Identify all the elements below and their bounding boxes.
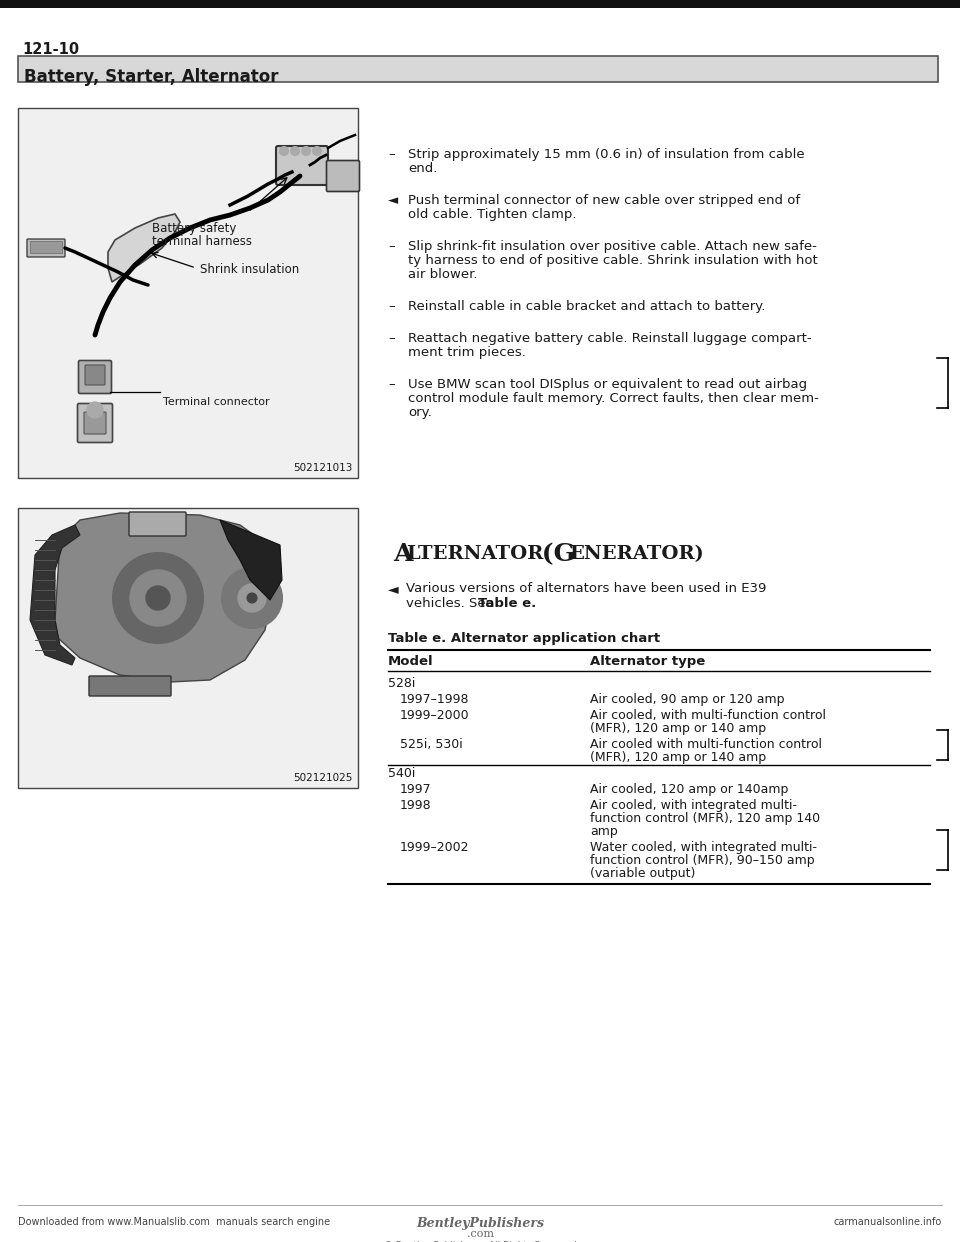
Text: 502121013: 502121013 — [294, 463, 353, 473]
Circle shape — [130, 570, 186, 626]
Text: Push terminal connector of new cable over stripped end of: Push terminal connector of new cable ove… — [408, 194, 800, 207]
Circle shape — [291, 147, 300, 155]
Text: Air cooled, with multi-function control: Air cooled, with multi-function control — [590, 709, 826, 722]
Text: 528i: 528i — [388, 677, 416, 691]
Text: function control (MFR), 120 amp 140: function control (MFR), 120 amp 140 — [590, 812, 820, 825]
Circle shape — [238, 584, 266, 612]
FancyBboxPatch shape — [89, 676, 171, 696]
Bar — [18, 56, 938, 82]
Text: Downloaded from www.Manualslib.com  manuals search engine: Downloaded from www.Manualslib.com manua… — [18, 1217, 330, 1227]
Text: terminal harness: terminal harness — [152, 235, 252, 248]
FancyBboxPatch shape — [276, 147, 328, 185]
Text: –: – — [388, 332, 395, 345]
FancyBboxPatch shape — [27, 238, 65, 257]
Text: –: – — [388, 148, 395, 161]
Circle shape — [87, 402, 103, 419]
Polygon shape — [30, 525, 80, 664]
Text: (MFR), 120 amp or 140 amp: (MFR), 120 amp or 140 amp — [590, 751, 766, 764]
FancyBboxPatch shape — [30, 241, 62, 253]
Text: 121-10: 121-10 — [22, 42, 79, 57]
Circle shape — [247, 592, 257, 604]
Text: Various versions of alternators have been used in E39: Various versions of alternators have bee… — [406, 582, 766, 595]
FancyBboxPatch shape — [129, 512, 186, 537]
Text: Terminal connector: Terminal connector — [163, 397, 270, 407]
Text: amp: amp — [590, 825, 617, 838]
FancyBboxPatch shape — [78, 404, 112, 442]
Circle shape — [113, 553, 203, 643]
Text: 1999–2002: 1999–2002 — [400, 841, 469, 854]
Text: LTERNATOR: LTERNATOR — [406, 545, 543, 563]
Text: Alternator type: Alternator type — [590, 655, 706, 668]
Text: Air cooled, 120 amp or 140amp: Air cooled, 120 amp or 140amp — [590, 782, 788, 796]
Text: 1997: 1997 — [400, 782, 432, 796]
Text: vehicles. See: vehicles. See — [406, 597, 498, 610]
Circle shape — [313, 147, 322, 155]
Text: Battery safety: Battery safety — [152, 222, 236, 235]
Text: Strip approximately 15 mm (0.6 in) of insulation from cable: Strip approximately 15 mm (0.6 in) of in… — [408, 148, 804, 161]
Text: 1998: 1998 — [400, 799, 432, 812]
Text: (MFR), 120 amp or 140 amp: (MFR), 120 amp or 140 amp — [590, 722, 766, 735]
Text: .com: .com — [467, 1230, 493, 1240]
Bar — [18, 108, 358, 478]
Text: Reinstall cable in cable bracket and attach to battery.: Reinstall cable in cable bracket and att… — [408, 301, 765, 313]
Text: (G: (G — [533, 542, 575, 566]
Text: 502121025: 502121025 — [294, 773, 353, 782]
Text: 1999–2000: 1999–2000 — [400, 709, 469, 722]
Text: carmanualsonline.info: carmanualsonline.info — [833, 1217, 942, 1227]
Polygon shape — [108, 214, 180, 282]
Text: Water cooled, with integrated multi-: Water cooled, with integrated multi- — [590, 841, 817, 854]
Text: Air cooled, 90 amp or 120 amp: Air cooled, 90 amp or 120 amp — [590, 693, 784, 705]
Text: Slip shrink-fit insulation over positive cable. Attach new safe-: Slip shrink-fit insulation over positive… — [408, 240, 817, 253]
Bar — [18, 508, 358, 787]
Text: Air cooled with multi-function control: Air cooled with multi-function control — [590, 738, 822, 751]
Bar — [0, 0, 960, 7]
FancyBboxPatch shape — [79, 360, 111, 394]
Text: (variable output): (variable output) — [590, 867, 695, 881]
Text: 540i: 540i — [388, 768, 416, 780]
Circle shape — [279, 147, 289, 155]
Text: Reattach negative battery cable. Reinstall luggage compart-: Reattach negative battery cable. Reinsta… — [408, 332, 811, 345]
Text: ty harness to end of positive cable. Shrink insulation with hot: ty harness to end of positive cable. Shr… — [408, 255, 818, 267]
Text: Table e. Alternator application chart: Table e. Alternator application chart — [388, 632, 660, 645]
Text: Battery, Starter, Alternator: Battery, Starter, Alternator — [24, 68, 278, 86]
Text: ◄: ◄ — [388, 582, 398, 596]
Circle shape — [222, 568, 282, 628]
Text: ◄: ◄ — [388, 194, 398, 207]
Text: 525i, 530i: 525i, 530i — [400, 738, 463, 751]
Polygon shape — [55, 513, 275, 682]
Text: –: – — [388, 240, 395, 253]
Text: Model: Model — [388, 655, 434, 668]
Text: 1997–1998: 1997–1998 — [400, 693, 469, 705]
Text: A: A — [393, 542, 413, 566]
FancyBboxPatch shape — [326, 160, 359, 191]
Text: Table e.: Table e. — [478, 597, 537, 610]
Text: old cable. Tighten clamp.: old cable. Tighten clamp. — [408, 207, 577, 221]
Text: –: – — [388, 301, 395, 313]
Text: BentleyPublishers: BentleyPublishers — [416, 1217, 544, 1230]
Text: –: – — [388, 378, 395, 391]
FancyBboxPatch shape — [85, 365, 105, 385]
Circle shape — [146, 586, 170, 610]
FancyBboxPatch shape — [84, 412, 106, 433]
Text: control module fault memory. Correct faults, then clear mem-: control module fault memory. Correct fau… — [408, 392, 819, 405]
Circle shape — [301, 147, 310, 155]
Text: ENERATOR): ENERATOR) — [569, 545, 704, 563]
Text: ory.: ory. — [408, 406, 432, 419]
Text: air blower.: air blower. — [408, 268, 477, 281]
Polygon shape — [220, 520, 282, 600]
Text: ment trim pieces.: ment trim pieces. — [408, 347, 526, 359]
Text: Use BMW scan tool DISplus or equivalent to read out airbag: Use BMW scan tool DISplus or equivalent … — [408, 378, 807, 391]
Text: Shrink insulation: Shrink insulation — [200, 263, 300, 276]
Text: function control (MFR), 90–150 amp: function control (MFR), 90–150 amp — [590, 854, 815, 867]
Text: Air cooled, with integrated multi-: Air cooled, with integrated multi- — [590, 799, 797, 812]
Text: end.: end. — [408, 161, 438, 175]
